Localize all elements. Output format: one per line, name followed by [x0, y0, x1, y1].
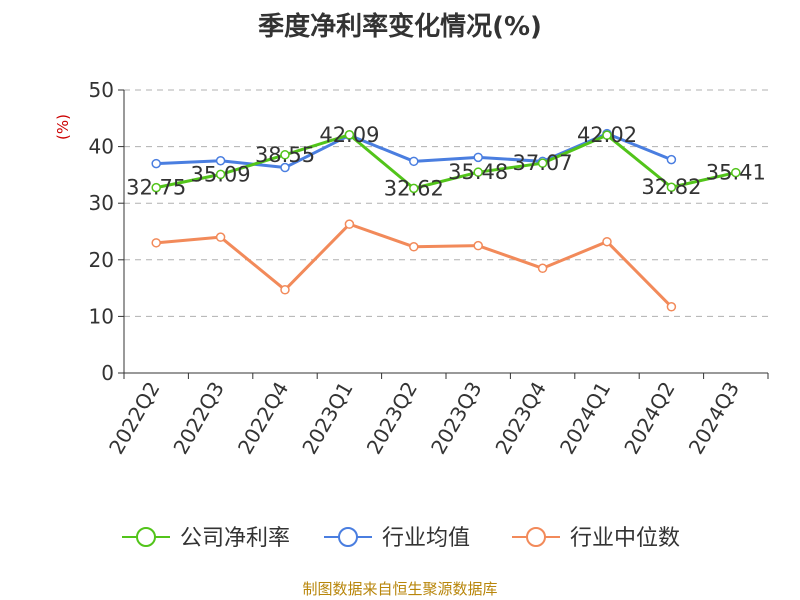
- x-tick-label: 2023Q4: [490, 378, 550, 459]
- data-point: [731, 167, 741, 178]
- legend-label: 公司净利率: [180, 526, 290, 551]
- y-tick-label: 50: [89, 78, 114, 102]
- data-point: [537, 158, 548, 168]
- x-tick-label: 2024Q3: [684, 378, 744, 459]
- data-point: [344, 130, 355, 140]
- grid-lines: [124, 89, 768, 317]
- x-tick-label: 2023Q3: [426, 378, 486, 459]
- y-tick-label: 40: [89, 135, 114, 159]
- legend-entry: 行业中位数: [512, 526, 680, 551]
- data-point: [602, 236, 612, 247]
- data-point: [473, 152, 483, 163]
- x-tick-label: 2022Q4: [233, 378, 293, 459]
- data-point: [409, 242, 419, 252]
- data-point: [602, 130, 612, 140]
- y-tick-label: 20: [89, 248, 114, 272]
- series-lines: [151, 128, 741, 312]
- data-point: [344, 219, 355, 229]
- data-label: 37.07: [513, 151, 573, 175]
- series-line: [156, 222, 673, 308]
- data-point: [151, 158, 161, 169]
- x-tick-label: 2022Q2: [104, 378, 164, 459]
- x-tick-label: 2023Q1: [297, 378, 357, 459]
- data-point: [473, 240, 483, 251]
- legend: 公司净利率 行业均值 行业中位数: [122, 526, 680, 551]
- data-label: 35.41: [706, 161, 766, 185]
- legend-marker: [338, 527, 358, 547]
- data-point: [666, 154, 677, 165]
- y-tick-label: 0: [101, 361, 114, 385]
- data-point: [473, 167, 483, 177]
- data-point: [409, 156, 419, 167]
- legend-label: 行业均值: [382, 526, 470, 551]
- x-tick-label: 2023Q2: [362, 378, 422, 459]
- data-point: [280, 285, 290, 295]
- data-label: 32.62: [384, 176, 444, 200]
- data-label: 35.48: [448, 160, 508, 184]
- data-label: 32.82: [641, 175, 701, 199]
- data-label: 32.75: [126, 176, 186, 200]
- data-label: 35.09: [191, 162, 251, 186]
- data-label: 42.02: [577, 123, 637, 147]
- x-tick-label: 2022Q3: [168, 378, 228, 459]
- data-point: [666, 182, 677, 192]
- data-point: [215, 156, 226, 166]
- x-tick-label: 2024Q1: [555, 378, 615, 459]
- data-point: [409, 183, 419, 194]
- data-point: [151, 182, 161, 193]
- legend-marker: [526, 527, 546, 547]
- x-tick-label: 2024Q2: [619, 378, 679, 459]
- y-tick-label: 10: [89, 304, 114, 328]
- data-point: [280, 150, 290, 160]
- legend-entry: 行业均值: [324, 526, 470, 551]
- data-point: [537, 263, 548, 274]
- legend-entry: 公司净利率: [122, 526, 290, 551]
- series-line: [155, 133, 737, 190]
- data-point: [215, 169, 226, 180]
- legend-marker: [136, 527, 156, 547]
- y-tick-label: 30: [89, 191, 114, 215]
- data-point: [666, 302, 677, 312]
- data-point: [151, 238, 161, 248]
- data-label: 42.09: [319, 123, 379, 147]
- data-label: 38.55: [255, 143, 315, 167]
- data-point: [280, 162, 290, 173]
- data-point: [215, 232, 226, 242]
- legend-label: 行业中位数: [570, 526, 680, 551]
- chart-title: 季度净利率变化情况(%): [258, 12, 542, 42]
- source-note: 制图数据来自恒生聚源数据库: [302, 580, 498, 598]
- y-axis-unit: (%): [54, 114, 72, 140]
